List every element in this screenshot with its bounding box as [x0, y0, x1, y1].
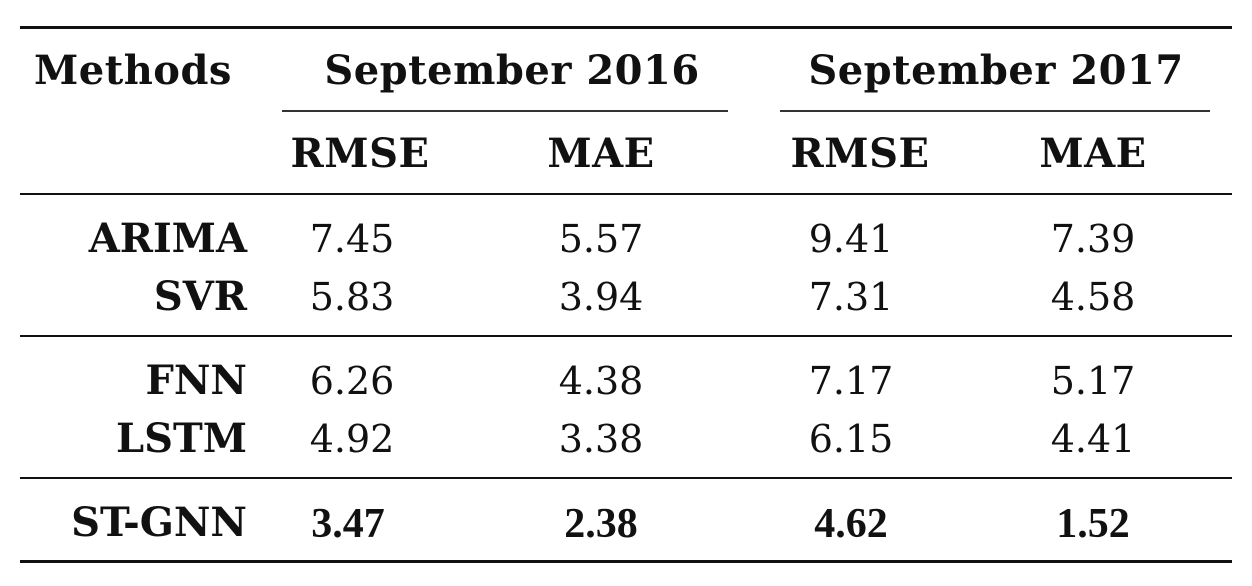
table-cell: 5.57	[558, 217, 644, 261]
subheader-rmse-2017: RMSE	[790, 130, 930, 177]
group-rule-2	[20, 477, 1232, 479]
table-cell: 3.38	[558, 417, 644, 461]
table-cell: 9.41	[808, 217, 894, 261]
method-label: SVR	[153, 273, 247, 320]
subheader-mae-2017: MAE	[1039, 130, 1147, 177]
table-cell: 7.45	[309, 217, 395, 261]
table-cell: 7.17	[808, 359, 894, 403]
group-header-2016: September 2016	[324, 47, 700, 94]
cmidrule-2017	[780, 110, 1210, 112]
top-rule	[20, 26, 1232, 29]
table-cell: 6.26	[309, 359, 395, 403]
method-label: FNN	[145, 357, 247, 404]
table-cell: 7.39	[1050, 217, 1136, 261]
table-cell: 4.38	[558, 359, 644, 403]
methods-header: Methods	[34, 47, 232, 94]
table-cell: 6.15	[808, 417, 894, 461]
best-value-cell: 4.62	[814, 501, 888, 547]
table-cell: 4.41	[1050, 417, 1136, 461]
group-rule-1	[20, 335, 1232, 337]
subheader-rmse-2016: RMSE	[290, 130, 430, 177]
header-rule	[20, 193, 1232, 195]
best-value-cell: 1.52	[1056, 501, 1130, 547]
group-header-2017: September 2017	[808, 47, 1184, 94]
table-cell: 4.58	[1050, 275, 1136, 319]
cmidrule-2016	[282, 110, 728, 112]
method-label: LSTM	[115, 415, 247, 462]
table-cell: 5.83	[309, 275, 395, 319]
subheader-mae-2016: MAE	[547, 130, 655, 177]
best-value-cell: 3.47	[311, 501, 385, 547]
method-label: ARIMA	[88, 215, 247, 262]
method-label: ST-GNN	[71, 499, 247, 546]
best-value-cell: 2.38	[564, 501, 638, 547]
table-cell: 4.92	[309, 417, 395, 461]
table-cell: 3.94	[558, 275, 644, 319]
bottom-rule	[20, 560, 1232, 563]
table-cell: 5.17	[1050, 359, 1136, 403]
table-cell: 7.31	[808, 275, 894, 319]
